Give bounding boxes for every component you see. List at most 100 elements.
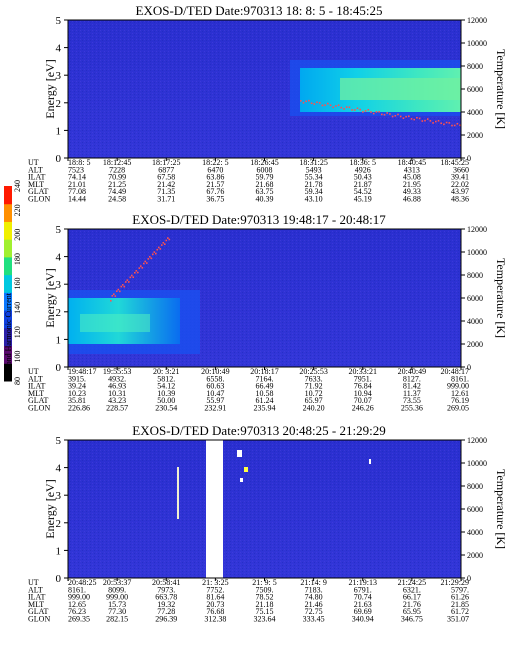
panel-1: EXOS-D/TED Date:970313 18: 8: 5 - 18:45:… (28, 3, 505, 204)
trace-dot (402, 117, 405, 120)
table-cell: 19:48:17 (68, 367, 96, 376)
y2-tick-label: 0 (467, 574, 471, 583)
panel-2-axes: 0 1 2 3 4 5 0 2000 4000 6000 8000 10000 12000 (56, 224, 488, 374)
colorbar-swatch (4, 239, 12, 258)
table-cell: 6877 (158, 165, 174, 174)
colorbar-tick-label: 180 (13, 253, 22, 265)
panel-2-band-core (80, 314, 150, 332)
table-cell: 6321. (403, 585, 421, 594)
panel-1-ylabel: Energy [eV] (43, 59, 57, 118)
table-cell: 74.49 (108, 187, 126, 196)
panel-1-band-core (340, 78, 461, 100)
table-cell: 10.39 (157, 389, 175, 398)
colorbar-swatch (4, 327, 12, 347)
colorbar-swatch (4, 310, 12, 329)
table-cell: 4932. (108, 374, 126, 383)
table-cell: 18:31:25 (299, 158, 327, 167)
trace-dot (110, 300, 112, 302)
table-cell: 21.95 (403, 180, 421, 189)
trace-dot (335, 105, 337, 107)
table-cell: 999.00 (447, 382, 469, 391)
panel-3-ylabel: Energy [eV] (43, 479, 57, 538)
table-cell: 340.94 (352, 615, 374, 624)
table-cell: 8099. (108, 585, 126, 594)
colorbar-swatch (4, 221, 12, 240)
table-cell: 73.55 (403, 396, 421, 405)
colorbar-tick-label: 120 (13, 326, 22, 338)
trace-dot (161, 244, 163, 246)
table-cell: 21.87 (354, 180, 372, 189)
table-cell: 346.75 (401, 615, 423, 624)
y2-tick-label: 2000 (467, 551, 483, 560)
table-cell: 296.39 (155, 615, 177, 624)
trace-dot (383, 113, 386, 116)
table-cell: 21.85 (451, 600, 469, 609)
table-row-label: ILAT (28, 173, 45, 182)
trace-dot (348, 106, 351, 109)
table-cell: 8127. (403, 374, 421, 383)
trace-dot (111, 294, 114, 297)
table-cell: 21:29:29 (441, 578, 469, 587)
table-cell: 54.12 (157, 382, 175, 391)
y-tick-label: 3 (56, 70, 62, 82)
table-cell: 232.91 (204, 404, 226, 413)
table-cell: 18:12:45 (103, 158, 131, 167)
table-cell: 999.00 (106, 593, 128, 602)
table-cell: 269.05 (447, 404, 469, 413)
table-row-label: ALT (28, 585, 43, 594)
trace-dot (146, 262, 148, 264)
y2-tick-label: 10000 (467, 39, 487, 48)
table-cell: 76.19 (451, 396, 469, 405)
panel-1-y2label: Temperature [K] (494, 49, 505, 129)
table-cell: 6558. (206, 374, 224, 383)
table-cell: 246.26 (352, 404, 374, 413)
trace-dot (345, 106, 348, 108)
table-cell: 21.68 (256, 180, 274, 189)
table-cell: 39.24 (68, 382, 86, 391)
table-cell: 20:48:17 (441, 367, 469, 376)
trace-dot (443, 123, 445, 126)
table-cell: 20:53:37 (103, 578, 131, 587)
trace-dot (321, 104, 324, 107)
trace-dot (329, 104, 332, 106)
colorbar-swatch (4, 292, 12, 311)
y-tick-label: 1 (56, 125, 62, 137)
trace-dot (300, 100, 302, 102)
trace-dot (152, 253, 154, 256)
y-tick-label: 5 (56, 435, 62, 447)
trace-dot (399, 115, 402, 118)
table-cell: 61.26 (451, 593, 469, 602)
panel-1-temperature-trace (300, 99, 461, 127)
table-cell: 65.97 (305, 396, 323, 405)
y2-tick-label: 6000 (467, 294, 483, 303)
table-cell: 20:10:49 (201, 367, 229, 376)
colorbar-tick-label: 80 (13, 377, 22, 385)
trace-dot (362, 111, 364, 113)
table-cell: 46.88 (403, 195, 421, 204)
table-cell: 71.35 (157, 187, 175, 196)
table-cell: 70.07 (354, 396, 372, 405)
table-cell: 65.95 (403, 607, 421, 616)
table-cell: 7633. (305, 374, 323, 383)
trace-dot (164, 243, 166, 245)
panel-3-axes: 0 1 2 3 4 5 0 2000 4000 6000 8000 10000 12000 (56, 435, 488, 585)
table-cell: 20:58:41 (152, 578, 180, 587)
table-cell: 74.80 (305, 593, 323, 602)
table-cell: 63.86 (206, 173, 224, 182)
y-tick-label: 0 (56, 362, 62, 374)
table-cell: 235.94 (254, 404, 276, 413)
table-cell: 7951. (354, 374, 372, 383)
trace-dot (313, 103, 316, 105)
trace-dot (456, 122, 459, 125)
colorbar-swatches (4, 186, 12, 382)
y2-tick-label: 8000 (467, 482, 483, 491)
table-cell: 255.36 (401, 404, 423, 413)
table-cell: 43.97 (451, 187, 469, 196)
colorbar-tick-label: 220 (13, 204, 22, 216)
table-row-label: GLAT (28, 607, 49, 616)
table-cell: 6008 (257, 165, 273, 174)
trace-dot (413, 118, 415, 121)
trace-dot (308, 99, 310, 102)
trace-dot (418, 117, 421, 120)
